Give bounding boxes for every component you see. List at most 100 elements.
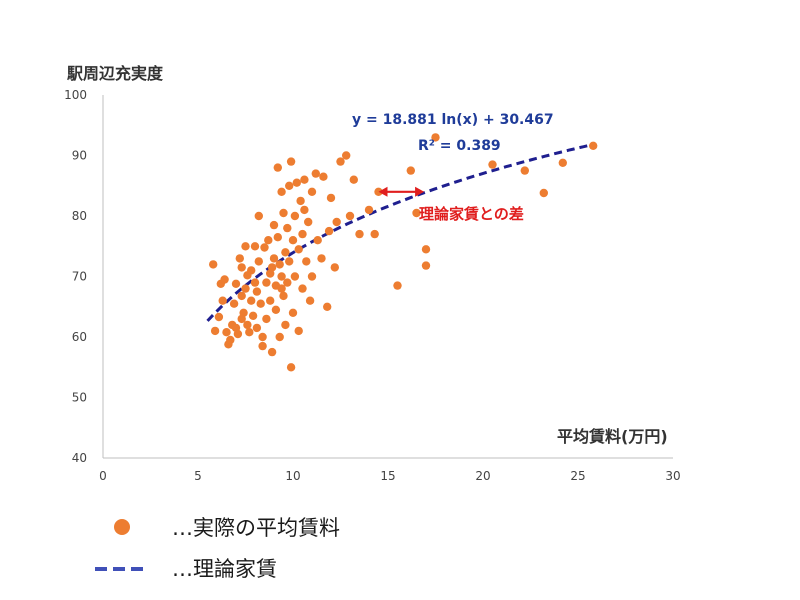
y-tick-label: 90 <box>72 149 87 163</box>
difference-label: 理論家賃との差 <box>419 205 524 223</box>
data-point <box>277 272 286 281</box>
data-point <box>285 181 294 190</box>
data-point <box>326 193 336 203</box>
data-point <box>275 332 284 342</box>
data-point <box>237 291 246 301</box>
data-point <box>273 163 282 172</box>
data-point <box>307 272 317 281</box>
data-point <box>262 314 271 324</box>
y-tick-label: 40 <box>72 451 87 465</box>
data-point <box>233 329 243 339</box>
trendline-r-squared: R² = 0.389 <box>418 138 501 154</box>
data-point <box>300 175 309 184</box>
data-point <box>226 335 235 345</box>
y-tick-label: 100 <box>64 88 87 102</box>
legend-points-marker <box>114 519 130 535</box>
data-point <box>279 291 288 301</box>
data-point <box>247 296 256 305</box>
data-point <box>370 229 379 239</box>
data-point <box>258 332 267 342</box>
data-point <box>252 287 262 296</box>
y-tick-label: 50 <box>72 391 87 405</box>
data-point <box>393 281 402 290</box>
x-tick-label: 15 <box>380 469 395 483</box>
data-point <box>290 272 300 281</box>
data-point <box>281 320 290 330</box>
data-point <box>294 245 303 254</box>
data-point <box>267 263 277 272</box>
data-point <box>292 178 301 187</box>
data-point <box>260 243 269 252</box>
trendline-theoretical-rent <box>206 142 594 322</box>
y-axis-title: 駅周辺充実度 <box>66 64 164 83</box>
data-point <box>243 271 252 280</box>
data-point <box>421 245 431 254</box>
data-point <box>298 284 307 293</box>
data-point <box>266 296 275 305</box>
data-point <box>288 236 298 245</box>
data-point <box>235 254 244 263</box>
data-point <box>300 205 309 215</box>
x-tick-label: 5 <box>194 469 202 483</box>
legend-trend-label: …理論家賃 <box>172 557 277 581</box>
data-point <box>319 172 328 181</box>
data-point <box>237 263 246 272</box>
y-tick-label: 60 <box>72 330 87 344</box>
data-point <box>304 217 313 227</box>
data-point <box>243 320 252 330</box>
data-point <box>431 133 440 142</box>
data-point <box>271 305 281 314</box>
data-point <box>277 187 286 196</box>
x-axis-title: 平均賃料(万円) <box>557 427 668 446</box>
data-point <box>237 314 246 324</box>
data-point <box>279 208 288 218</box>
data-point <box>342 151 351 160</box>
difference-annotation: 理論家賃との差 <box>378 186 524 223</box>
data-point <box>307 187 317 196</box>
x-tick-label: 0 <box>99 469 107 483</box>
data-point <box>323 302 332 311</box>
x-tick-label: 20 <box>475 469 490 483</box>
data-point <box>421 261 431 270</box>
data-point <box>290 211 300 221</box>
data-point <box>258 341 267 351</box>
data-point <box>267 347 277 357</box>
data-point <box>250 278 260 287</box>
data-point <box>286 363 296 372</box>
data-point <box>256 299 265 308</box>
difference-arrow-head-left <box>378 186 388 197</box>
data-point <box>298 229 307 239</box>
data-point <box>269 220 279 230</box>
data-point <box>336 157 345 166</box>
data-point <box>229 299 239 308</box>
data-point <box>281 248 290 257</box>
data-point <box>210 326 220 336</box>
data-point <box>254 211 263 221</box>
legend-points-label: …実際の平均賃料 <box>172 516 340 540</box>
difference-arrow-head-right <box>415 186 425 197</box>
y-tick-label: 80 <box>72 209 87 223</box>
legend: …実際の平均賃料 …理論家賃 <box>95 516 340 581</box>
data-point <box>286 157 296 166</box>
data-point <box>285 257 294 266</box>
data-point <box>345 211 355 221</box>
data-point <box>355 229 364 239</box>
data-point <box>488 160 497 169</box>
data-point <box>222 328 231 337</box>
data-point <box>269 254 279 263</box>
data-point <box>283 223 292 233</box>
data-point <box>349 175 358 184</box>
data-point <box>305 296 315 305</box>
data-point <box>324 226 334 236</box>
trendline-equation: y = 18.881 ln(x) + 30.467 <box>352 112 554 128</box>
data-point <box>317 254 326 263</box>
data-point <box>262 278 271 287</box>
x-tick-label: 30 <box>665 469 680 483</box>
x-tick-label: 10 <box>285 469 300 483</box>
x-tick-label: 25 <box>570 469 585 483</box>
data-point <box>520 166 529 175</box>
data-point <box>245 328 254 337</box>
data-point <box>302 257 311 266</box>
y-tick-label: 70 <box>72 270 87 284</box>
